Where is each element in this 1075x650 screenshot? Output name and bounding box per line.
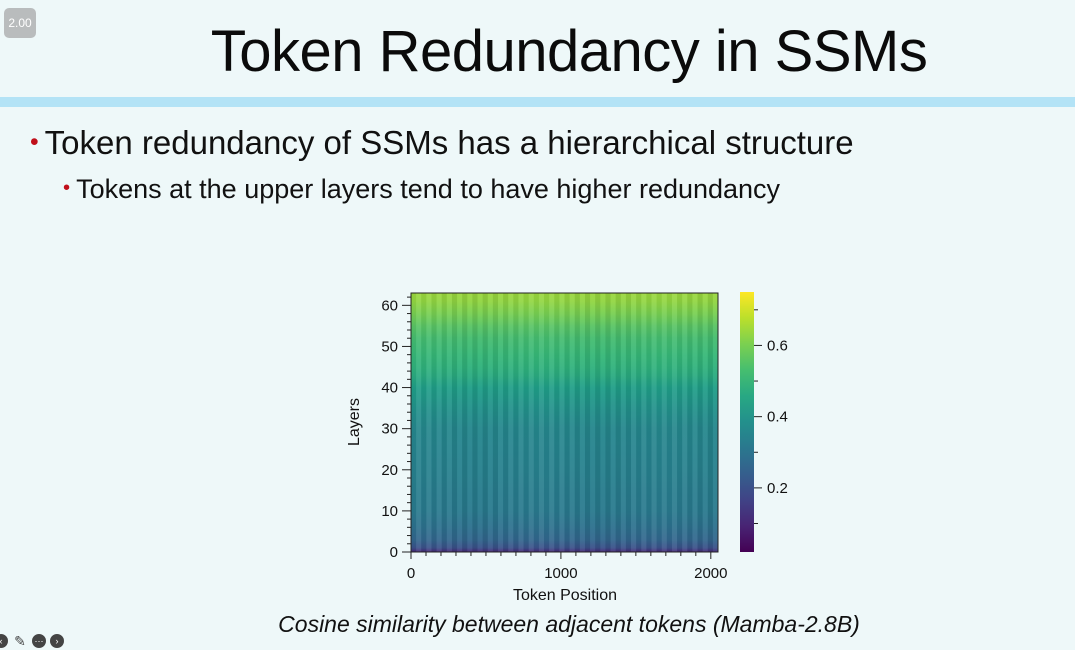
heatmap-column <box>620 293 626 552</box>
heatmap-column <box>508 293 514 552</box>
heatmap-frame <box>410 292 719 553</box>
bullet-dot: • <box>63 177 71 200</box>
heatmap-column <box>462 293 468 552</box>
x-tick-label: 0 <box>407 565 415 582</box>
heatmap-column <box>656 293 662 552</box>
y-tick-label: 30 <box>381 421 398 438</box>
heatmap-column <box>661 293 667 552</box>
heatmap-column <box>411 293 417 552</box>
heatmap-column <box>528 293 534 552</box>
heatmap-column <box>497 293 504 552</box>
y-tick-label: 50 <box>381 338 398 355</box>
heatmap-column <box>431 293 437 552</box>
forward-icon[interactable]: › <box>50 634 64 648</box>
title-divider <box>0 97 1075 107</box>
heatmap-column <box>487 293 493 552</box>
heatmap-column <box>590 293 596 552</box>
heatmap-column <box>436 293 442 552</box>
heatmap-column <box>533 293 539 552</box>
heatmap-column <box>421 293 427 552</box>
heatmap-column <box>671 293 678 552</box>
presentation-toolbar: ‹ ✎ ⋯ › <box>0 632 64 650</box>
heatmap-column <box>707 293 713 552</box>
bullet-level1: • Token redundancy of SSMs has a hierarch… <box>30 124 854 162</box>
colorbar-tick-label: 0.2 <box>767 480 788 497</box>
heatmap-column <box>441 293 447 552</box>
heatmap-column <box>692 293 698 552</box>
heatmap-column <box>492 293 498 552</box>
bullet-level1-text: Token redundancy of SSMs has a hierarchi… <box>44 124 854 161</box>
heatmap-column <box>712 293 718 552</box>
heatmap-column <box>636 293 642 552</box>
heatmap-column <box>579 293 585 552</box>
heatmap-column <box>631 293 637 552</box>
colorbar-tick-label: 0.4 <box>767 409 788 426</box>
y-tick-label: 20 <box>381 462 398 479</box>
heatmap-column <box>687 293 693 552</box>
back-icon[interactable]: ‹ <box>0 634 8 648</box>
heatmap-column <box>446 293 452 552</box>
heatmap-column <box>625 293 632 552</box>
heatmap-column <box>697 293 703 552</box>
heatmap-column <box>523 293 529 552</box>
more-icon[interactable]: ⋯ <box>32 634 46 648</box>
heatmap-column <box>554 293 560 552</box>
y-axis-label: Layers <box>346 398 363 446</box>
x-tick-label: 2000 <box>694 565 727 582</box>
bullet-level2: • Tokens at the upper layers tend to have… <box>63 174 780 205</box>
heatmap-column <box>482 293 488 552</box>
heatmap-column <box>666 293 672 552</box>
heatmap-column <box>569 293 575 552</box>
heatmap-column <box>457 293 463 552</box>
colorbar <box>740 292 754 552</box>
y-tick-label: 0 <box>390 544 398 561</box>
playback-speed-badge[interactable]: 2.00 <box>4 8 36 38</box>
heatmap-column <box>467 293 473 552</box>
heatmap-column <box>538 293 545 552</box>
x-axis-label: Token Position <box>513 587 617 604</box>
slide-title: Token Redundancy in SSMs <box>210 19 928 84</box>
heatmap-column <box>544 293 550 552</box>
heatmap-column <box>426 293 432 552</box>
heatmap-column <box>416 293 422 552</box>
heatmap-column <box>559 293 565 552</box>
heatmap-column <box>605 293 611 552</box>
x-axis: 0 1000 2000 <box>407 552 727 582</box>
heatmap-column <box>682 293 688 552</box>
heatmap-column <box>702 293 708 552</box>
heatmap-column <box>549 293 555 552</box>
y-tick-label: 10 <box>381 503 398 520</box>
heatmap-column <box>584 293 591 552</box>
heatmap-column <box>513 293 519 552</box>
heatmap-column <box>477 293 483 552</box>
bullet-level2-text: Tokens at the upper layers tend to have … <box>76 174 781 204</box>
heatmap-column <box>677 293 683 552</box>
y-tick-label: 40 <box>381 380 398 397</box>
heatmap-column <box>615 293 621 552</box>
heatmap-column <box>651 293 657 552</box>
heatmap-texture <box>411 293 718 552</box>
heatmap-column <box>600 293 606 552</box>
heatmap-column <box>641 293 647 552</box>
figure-caption: Cosine similarity between adjacent token… <box>278 611 860 637</box>
heatmap-column <box>564 293 570 552</box>
heatmap-column <box>451 293 458 552</box>
colorbar-tick-label: 0.6 <box>767 337 788 354</box>
heatmap-column <box>574 293 580 552</box>
colorbar-axis: 0.2 0.4 0.6 <box>754 309 788 525</box>
heatmap-column <box>595 293 601 552</box>
pencil-icon[interactable]: ✎ <box>14 633 26 649</box>
heatmap-column <box>503 293 509 552</box>
heatmap-column <box>472 293 478 552</box>
heatmap-column <box>518 293 524 552</box>
y-axis: 0 10 20 30 40 50 60 <box>381 296 411 561</box>
y-tick-label: 60 <box>381 297 398 314</box>
x-tick-label: 1000 <box>544 565 577 582</box>
heatmap-column <box>646 293 652 552</box>
bullet-dot: • <box>30 128 39 156</box>
heatmap-plot-area <box>411 293 718 552</box>
heatmap-column <box>610 293 616 552</box>
